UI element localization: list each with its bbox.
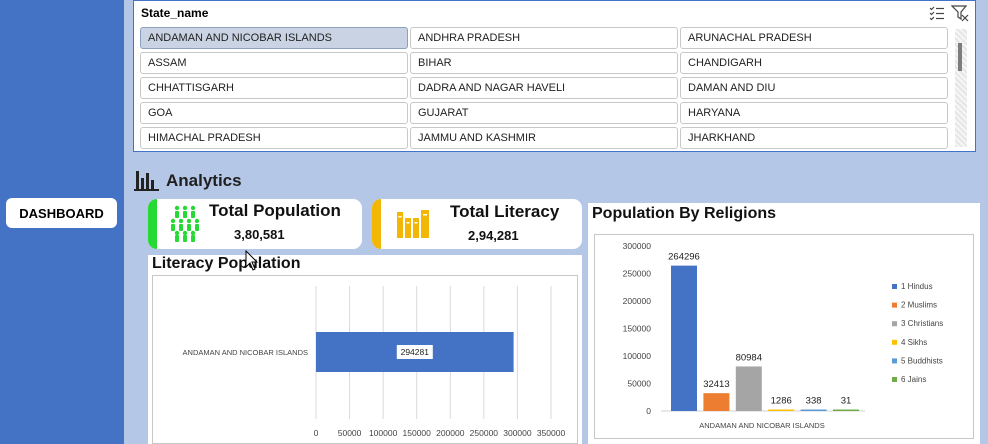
y-tick-label: 0 (646, 406, 651, 416)
legend-swatch (892, 284, 897, 289)
legend-swatch (892, 339, 897, 345)
literacy-chart: 0 50000 100000 150000 200000 250000 300000 3500… (183, 286, 566, 438)
people-icon (170, 205, 200, 242)
slicer-scrollbar[interactable] (955, 29, 967, 147)
legend-label: 4 Sikhs (901, 338, 927, 347)
literacy-plot-area: 0 50000 100000 150000 200000 250000 300000 3500… (152, 275, 578, 444)
state-slicer: State_name ANDAMAN AND NICOBAR ISLANDS AN… (133, 0, 976, 152)
slicer-item[interactable]: JAMMU AND KASHMIR (410, 127, 678, 149)
x-tick-label: 0 (314, 428, 319, 438)
slicer-item[interactable]: ANDHRA PRADESH (410, 27, 678, 49)
legend-swatch (892, 377, 897, 382)
legend-label: 1 Hindus (901, 282, 933, 291)
x-tick-label: 50000 (338, 428, 362, 438)
analytics-heading: Analytics (134, 166, 242, 196)
mouse-cursor-icon (245, 250, 259, 271)
dashboard-button[interactable]: DASHBOARD (6, 198, 117, 228)
bar (800, 409, 827, 411)
x-tick-label: 200000 (436, 428, 465, 438)
kpi-population-value: 3,80,581 (234, 227, 285, 242)
religions-plot-area: 0 50000 100000 150000 200000 250000 300000 2642… (594, 234, 974, 439)
y-tick-label: 200000 (623, 296, 652, 306)
slicer-item[interactable]: GOA (140, 102, 408, 124)
analytics-title: Analytics (166, 171, 242, 190)
religions-chart: 0 50000 100000 150000 200000 250000 300000 2642… (623, 241, 944, 430)
slicer-item[interactable]: CHANDIGARH (680, 52, 948, 74)
multi-select-icon[interactable] (929, 5, 945, 21)
legend-label: 2 Muslims (901, 301, 937, 310)
slicer-item[interactable]: HIMACHAL PRADESH (140, 127, 408, 149)
y-tick-label: 250000 (623, 269, 652, 279)
legend-swatch (892, 302, 897, 308)
slicer-header: State_name (134, 1, 975, 25)
kpi-total-literacy: Total Literacy 2,94,281 (372, 199, 582, 249)
sidebar: DASHBOARD (0, 0, 124, 444)
y-tick-label: 300000 (623, 241, 652, 251)
x-tick-label: 150000 (403, 428, 432, 438)
literacy-population-panel: Literacy Population 0 50000 100000 150000 20… (148, 250, 582, 444)
legend-swatch (892, 358, 897, 364)
religions-panel: Population By Religions 0 50000 100000 1500… (588, 203, 980, 444)
slicer-item[interactable]: JHARKHAND (680, 127, 948, 149)
legend-label: 3 Christians (901, 319, 943, 328)
bar (833, 409, 859, 411)
y-tick-label: 100000 (623, 351, 652, 361)
slicer-item[interactable]: BIHAR (410, 52, 678, 74)
bar (735, 366, 762, 411)
slicer-item[interactable]: ASSAM (140, 52, 408, 74)
slicer-item[interactable]: DAMAN AND DIU (680, 77, 948, 99)
legend-swatch (892, 321, 897, 327)
category-label: ANDAMAN AND NICOBAR ISLANDS (699, 421, 824, 430)
kpi-population-label: Total Population (209, 201, 341, 220)
bar (768, 409, 795, 411)
x-tick-label: 300000 (503, 428, 532, 438)
slicer-item[interactable]: ARUNACHAL PRADESH (680, 27, 948, 49)
category-label: ANDAMAN AND NICOBAR ISLANDS (183, 348, 308, 357)
kpi-accent-bar (148, 199, 157, 249)
data-label: 31 (841, 396, 852, 407)
data-label: 1286 (771, 396, 792, 407)
slicer-title: State_name (141, 6, 209, 20)
slicer-item[interactable]: GUJARAT (410, 102, 678, 124)
data-label: 32413 (703, 379, 729, 390)
legend-label: 5 Buddhists (901, 356, 943, 365)
slicer-item[interactable]: ANDAMAN AND NICOBAR ISLANDS (140, 27, 408, 49)
x-tick-label: 350000 (537, 428, 566, 438)
clear-filter-icon[interactable] (951, 4, 969, 22)
data-label: 264296 (668, 252, 700, 263)
kpi-accent-bar (372, 199, 381, 249)
bar (703, 393, 730, 411)
kpi-literacy-label: Total Literacy (450, 202, 560, 221)
data-label-bg (396, 345, 433, 359)
kpi-literacy-value: 2,94,281 (468, 228, 519, 243)
data-label: 80984 (736, 352, 762, 363)
bar-chart-icon (134, 171, 159, 191)
data-label: 338 (806, 396, 822, 407)
slicer-item[interactable]: CHHATTISGARH (140, 77, 408, 99)
data-label: 294281 (401, 347, 430, 357)
literacy-chart-title: Literacy Population (152, 255, 301, 272)
kpi-total-population: Total Population 3,80,581 (148, 199, 362, 249)
scroll-thumb[interactable] (958, 43, 962, 71)
y-tick-label: 150000 (623, 324, 652, 334)
slicer-item[interactable]: DADRA AND NAGAR HAVELI (410, 77, 678, 99)
bar (671, 265, 697, 411)
slicer-item[interactable]: HARYANA (680, 102, 948, 124)
x-tick-label: 250000 (470, 428, 499, 438)
legend-label: 6 Jains (901, 375, 926, 384)
books-icon (397, 210, 429, 238)
y-tick-label: 50000 (627, 379, 651, 389)
x-tick-label: 100000 (369, 428, 398, 438)
religions-chart-title: Population By Religions (592, 205, 777, 222)
